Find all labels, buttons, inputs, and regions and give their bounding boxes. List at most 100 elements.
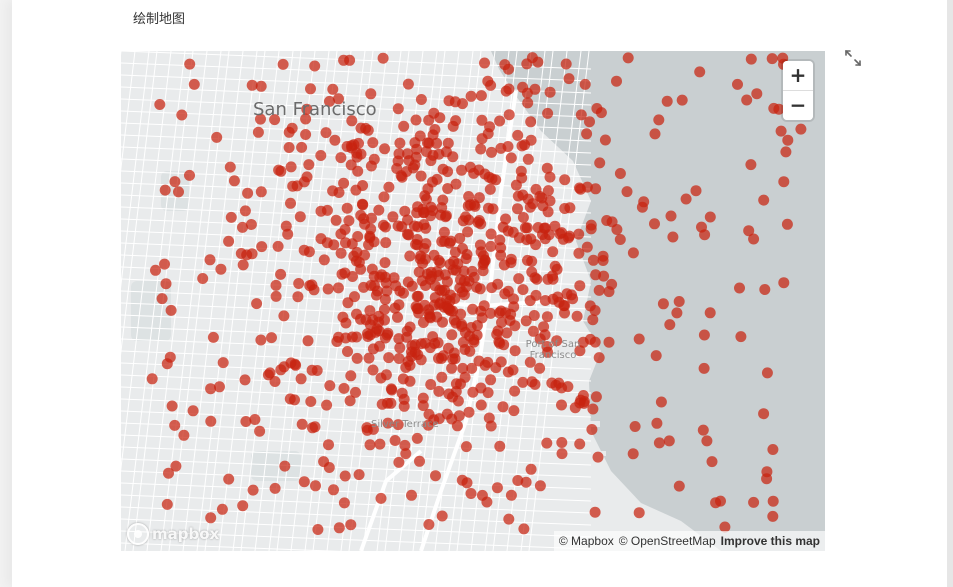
data-point xyxy=(495,142,507,154)
data-point xyxy=(376,398,388,410)
data-point xyxy=(173,186,184,198)
data-point xyxy=(383,352,395,364)
data-point xyxy=(751,88,763,100)
data-point xyxy=(393,456,405,468)
data-point xyxy=(471,281,483,293)
data-point xyxy=(556,437,568,448)
data-point xyxy=(479,57,490,69)
data-point xyxy=(393,148,405,160)
data-point xyxy=(385,397,397,409)
data-point xyxy=(560,58,572,70)
data-point xyxy=(205,512,217,524)
data-point xyxy=(542,107,554,119)
data-point xyxy=(539,222,551,234)
data-point xyxy=(176,109,188,121)
data-point xyxy=(255,186,267,198)
data-point xyxy=(551,335,563,347)
data-point xyxy=(594,157,606,169)
data-point xyxy=(285,161,297,173)
data-point xyxy=(781,218,793,230)
data-point xyxy=(653,114,665,126)
data-point xyxy=(228,175,240,187)
data-point xyxy=(411,234,423,245)
data-point xyxy=(255,80,267,92)
mapbox-logo[interactable]: mapbox xyxy=(127,523,219,545)
improve-map-link[interactable]: Improve this map xyxy=(720,534,820,548)
data-point xyxy=(697,424,709,436)
data-point xyxy=(563,73,575,85)
data-point xyxy=(255,334,267,346)
data-point xyxy=(400,448,412,460)
data-point xyxy=(499,288,511,300)
data-point xyxy=(429,299,441,311)
data-point xyxy=(411,432,423,444)
data-point xyxy=(512,129,524,141)
data-point xyxy=(577,390,589,401)
data-point xyxy=(589,506,601,518)
data-point xyxy=(338,177,350,189)
data-point xyxy=(538,321,550,333)
data-point xyxy=(475,399,487,411)
data-point xyxy=(486,282,498,294)
data-point xyxy=(496,317,507,328)
data-point xyxy=(767,495,779,507)
data-point xyxy=(456,474,468,486)
attribution-mapbox-link[interactable]: © Mapbox xyxy=(558,534,614,548)
data-point xyxy=(748,496,760,508)
bay-water xyxy=(491,51,825,551)
data-point xyxy=(589,336,601,348)
data-point xyxy=(396,171,408,183)
data-point xyxy=(341,141,353,152)
attribution-osm-link[interactable]: © OpenStreetMap xyxy=(618,534,716,548)
data-point xyxy=(353,469,365,481)
data-point xyxy=(239,205,251,217)
data-point xyxy=(339,267,351,279)
data-point xyxy=(467,303,479,315)
data-point xyxy=(575,109,587,121)
data-point xyxy=(671,307,683,319)
data-point xyxy=(399,439,411,451)
street xyxy=(196,51,258,551)
data-point xyxy=(184,58,196,70)
data-point xyxy=(305,83,316,95)
data-point xyxy=(239,374,251,386)
data-point xyxy=(633,333,645,345)
data-point xyxy=(509,385,521,397)
data-point xyxy=(590,183,602,195)
data-point xyxy=(350,386,361,398)
data-point xyxy=(402,214,413,226)
data-point xyxy=(278,310,290,322)
data-point xyxy=(526,376,538,388)
map-container[interactable]: San Francisco Port of San Francisco Silv… xyxy=(121,51,825,551)
street xyxy=(121,51,172,472)
data-point xyxy=(355,148,367,160)
data-point xyxy=(425,379,437,390)
zoom-in-button[interactable]: + xyxy=(783,61,813,90)
data-point xyxy=(419,299,431,311)
data-point xyxy=(661,95,673,107)
data-point xyxy=(320,127,332,139)
data-point xyxy=(303,246,315,258)
fullscreen-button[interactable] xyxy=(842,47,864,69)
data-point xyxy=(237,221,248,233)
data-point xyxy=(544,171,556,183)
data-point xyxy=(598,270,610,282)
data-point xyxy=(437,163,449,175)
data-point xyxy=(453,410,465,422)
data-point xyxy=(558,300,570,312)
data-point xyxy=(653,437,665,449)
data-point xyxy=(381,329,393,341)
data-point xyxy=(357,199,369,211)
data-point xyxy=(627,247,639,259)
data-point xyxy=(423,308,435,320)
data-point xyxy=(767,510,779,522)
data-point xyxy=(275,268,287,280)
data-point xyxy=(414,455,425,467)
data-point xyxy=(431,137,443,149)
data-point xyxy=(272,240,284,252)
zoom-out-button[interactable]: − xyxy=(783,91,813,120)
scrollbar-track[interactable] xyxy=(947,0,953,587)
data-point xyxy=(517,376,529,388)
data-point xyxy=(464,161,476,173)
data-point xyxy=(649,218,660,230)
